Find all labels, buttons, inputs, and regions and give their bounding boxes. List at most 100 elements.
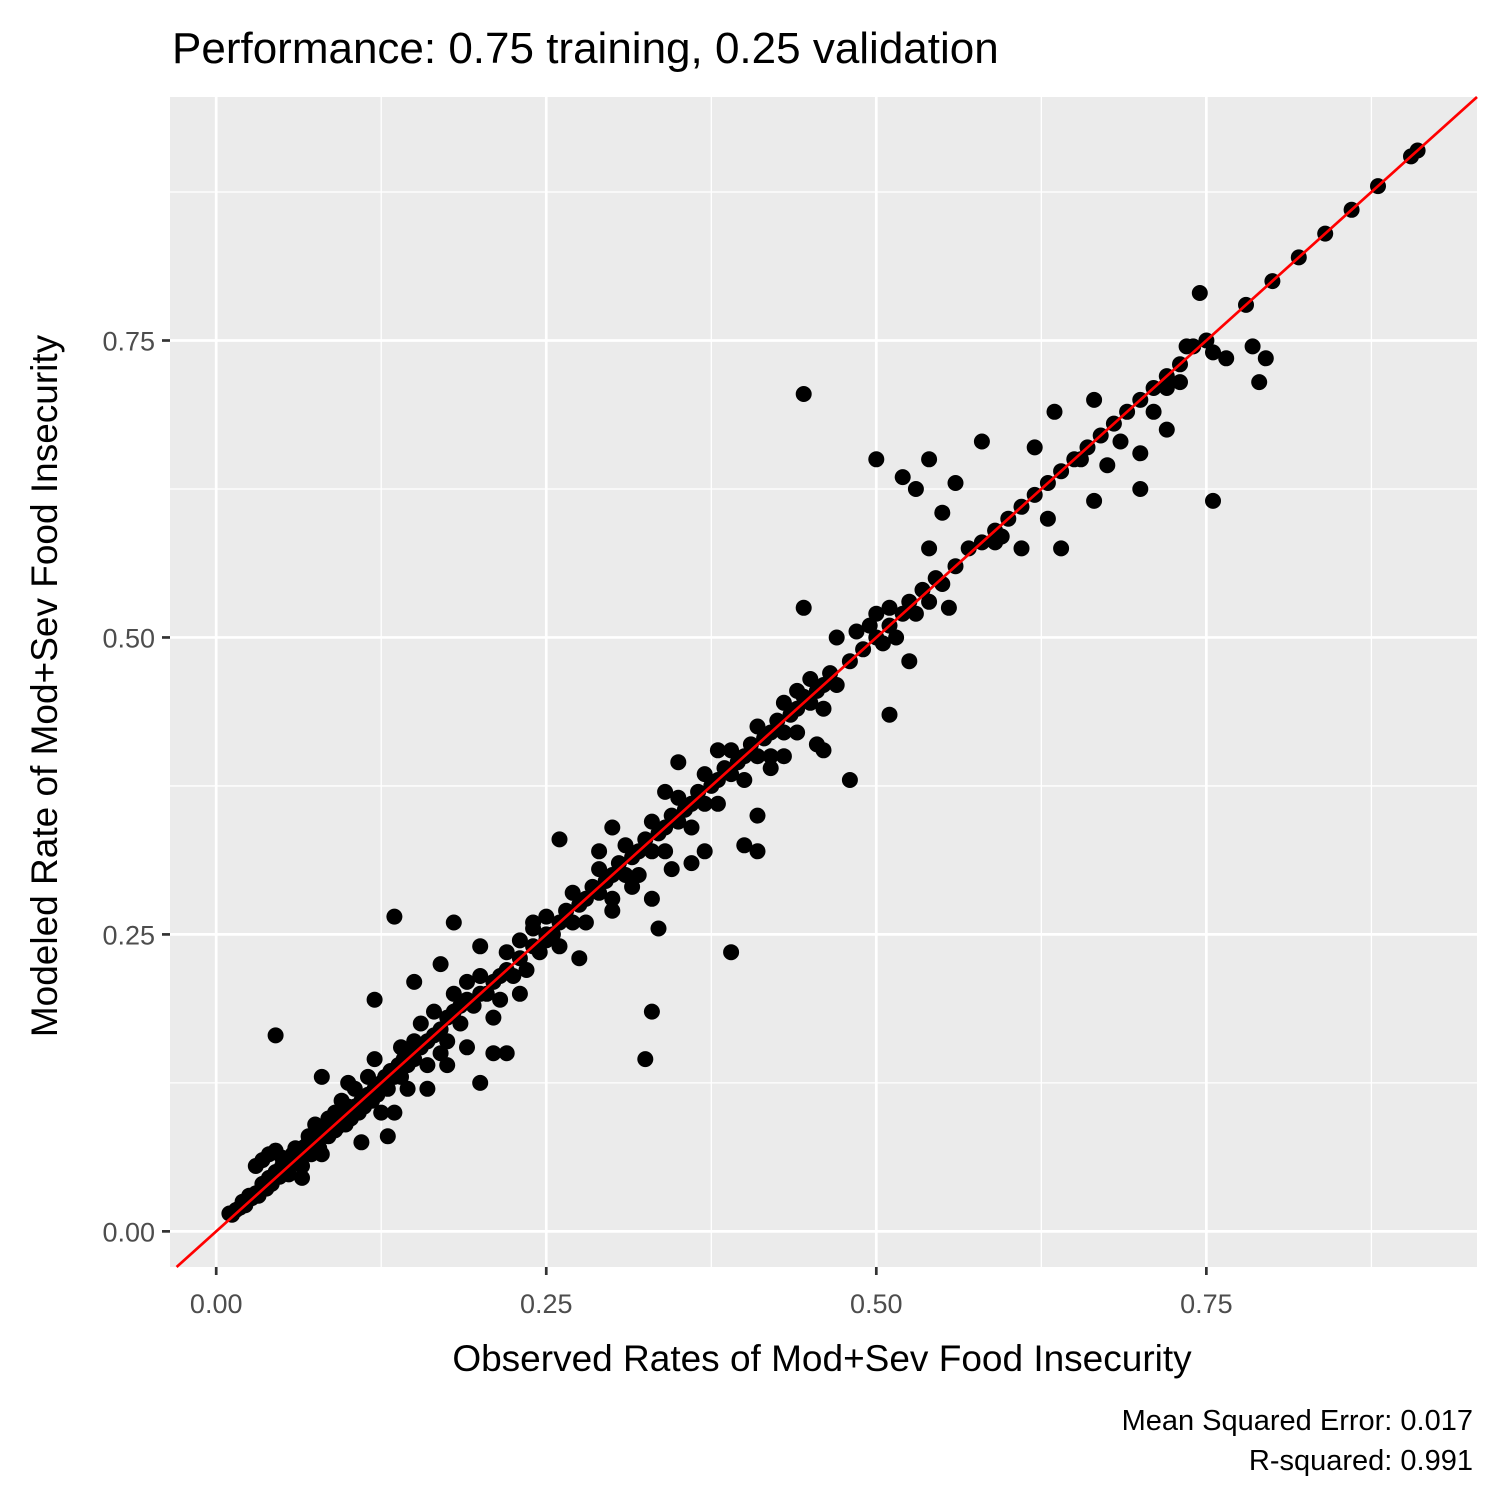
data-point	[485, 1009, 502, 1026]
data-point	[459, 1039, 475, 1056]
data-point	[1086, 391, 1103, 408]
data-point	[379, 1080, 396, 1097]
data-point	[696, 766, 713, 783]
y-tick-label: 0.75	[102, 327, 155, 357]
data-point	[934, 504, 951, 521]
data-point	[894, 469, 911, 486]
data-point	[683, 819, 700, 836]
data-point	[789, 724, 806, 741]
data-point	[868, 451, 885, 468]
data-point	[901, 653, 918, 670]
data-point	[432, 956, 449, 973]
data-point	[1145, 403, 1162, 420]
data-point	[657, 843, 674, 860]
data-point	[551, 938, 568, 955]
data-point	[426, 1003, 442, 1020]
data-point	[921, 451, 938, 468]
data-point	[604, 890, 621, 907]
data-point	[617, 867, 634, 883]
x-tick-label: 0.75	[1180, 1289, 1233, 1319]
x-tick-label: 0.00	[190, 1289, 243, 1319]
data-point	[973, 433, 990, 450]
data-point	[762, 748, 779, 765]
data-point	[841, 772, 858, 788]
data-point	[1132, 445, 1149, 462]
data-point	[1099, 457, 1116, 474]
data-point	[670, 754, 687, 771]
data-point	[379, 1128, 396, 1145]
data-point	[439, 1033, 456, 1050]
x-axis-ticks: 0.00 0.25 0.50 0.75	[190, 1267, 1233, 1319]
data-point	[921, 593, 938, 610]
data-point	[848, 623, 865, 640]
data-point	[445, 914, 462, 931]
data-point	[439, 1057, 456, 1074]
data-point	[1218, 350, 1235, 367]
data-point	[808, 736, 825, 753]
y-axis-title: Modeled Rate of Mod+Sev Food Insecurity	[24, 334, 65, 1037]
data-point	[749, 843, 766, 860]
data-point	[1251, 374, 1268, 391]
data-point	[624, 878, 641, 895]
data-point	[591, 861, 608, 878]
caption-r-squared: R-squared: 0.991	[1249, 1445, 1473, 1477]
data-point	[940, 599, 957, 616]
data-point	[267, 1027, 284, 1044]
data-point	[393, 1068, 409, 1085]
data-point	[795, 599, 812, 616]
data-point	[452, 1015, 469, 1032]
data-point	[1191, 285, 1208, 301]
data-point	[360, 1068, 376, 1085]
data-point	[617, 837, 634, 854]
data-point	[657, 783, 674, 800]
data-point	[459, 973, 475, 990]
reference-line-group	[175, 95, 1478, 1269]
x-tick-label: 0.25	[520, 1289, 573, 1319]
data-point	[373, 1104, 390, 1121]
data-point	[749, 718, 766, 735]
y-tick-label: 0.50	[102, 623, 155, 653]
data-point	[987, 534, 1004, 551]
data-point	[485, 1045, 502, 1062]
data-point	[445, 985, 462, 1002]
data-point	[564, 914, 581, 931]
data-point	[1132, 481, 1149, 497]
data-point	[399, 1080, 416, 1097]
data-point	[775, 748, 792, 765]
data-point	[723, 944, 740, 961]
data-point	[696, 795, 713, 812]
data-point	[815, 700, 832, 717]
data-point	[775, 694, 792, 711]
data-point	[907, 605, 924, 622]
data-point	[696, 843, 713, 860]
y-tick-label: 0.25	[102, 920, 155, 950]
data-point	[1026, 439, 1043, 456]
data-point	[518, 962, 535, 978]
data-point	[366, 1051, 383, 1068]
data-point	[353, 1134, 370, 1151]
data-point	[313, 1146, 330, 1163]
data-point	[340, 1074, 357, 1091]
data-point	[419, 1057, 436, 1074]
caption-mse: Mean Squared Error: 0.017	[1122, 1405, 1473, 1437]
data-point	[749, 807, 766, 824]
data-point	[643, 890, 660, 907]
data-point	[1086, 492, 1103, 509]
data-point	[947, 475, 964, 491]
y-tick-label: 0.00	[102, 1217, 155, 1247]
data-point	[650, 920, 667, 937]
data-point	[492, 991, 509, 1008]
data-point	[406, 973, 423, 990]
data-point	[663, 861, 680, 878]
data-point	[709, 795, 726, 812]
data-point	[1053, 540, 1070, 557]
data-point	[1172, 374, 1188, 391]
data-point	[630, 867, 647, 883]
data-point	[577, 914, 594, 931]
data-point	[1158, 421, 1175, 438]
x-axis-title: Observed Rates of Mod+Sev Food Insecurit…	[452, 1338, 1192, 1379]
data-point	[551, 831, 568, 848]
data-point	[643, 843, 660, 860]
data-point	[294, 1158, 310, 1174]
